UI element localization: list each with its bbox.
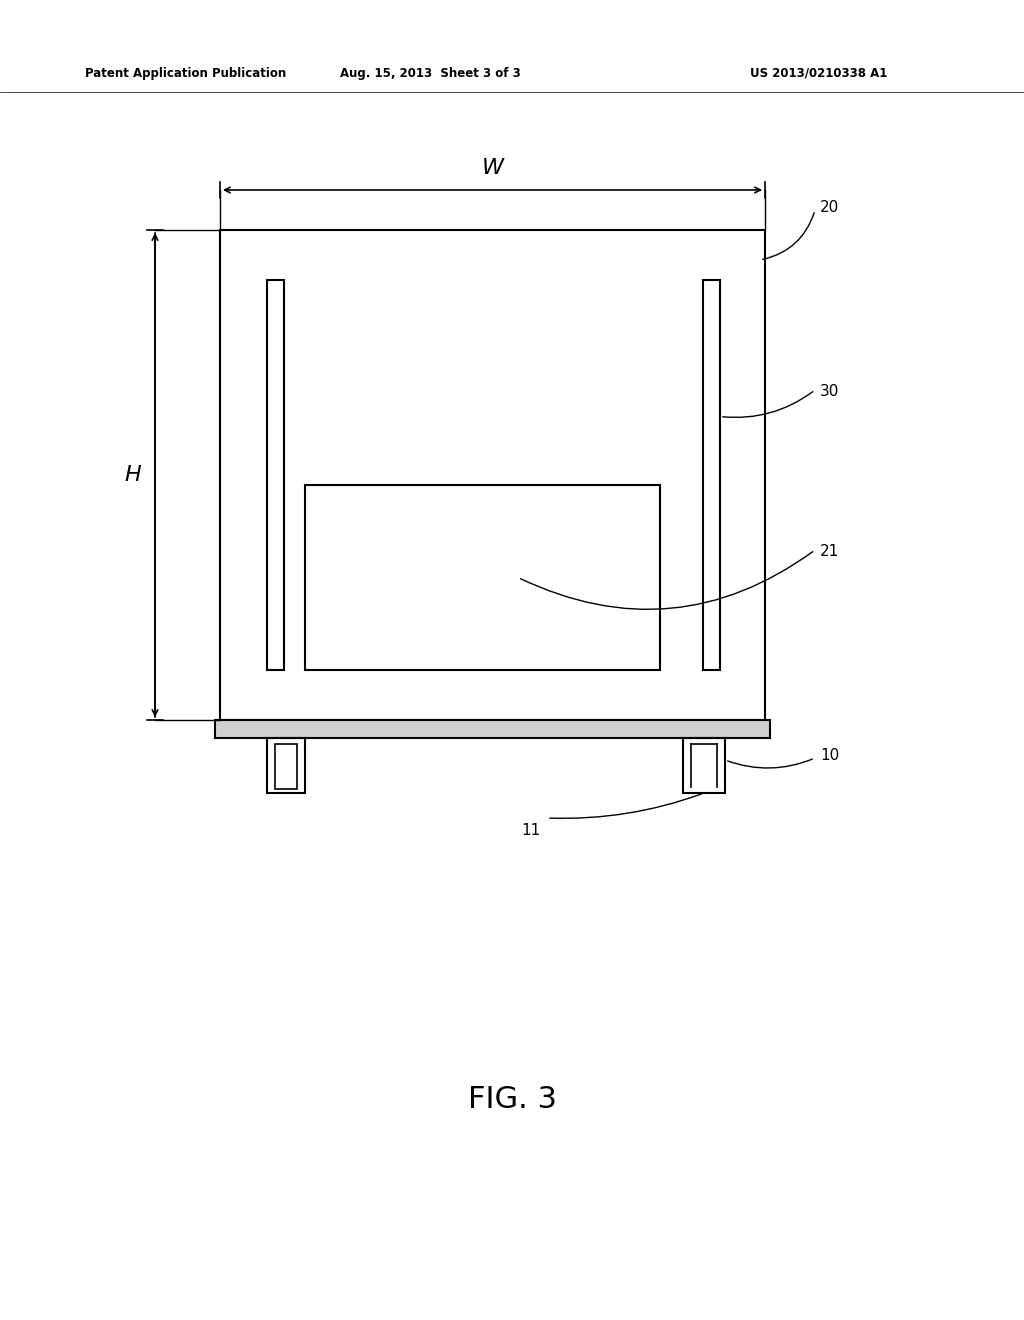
Bar (683, 738, 725, 793)
Bar (267, 280, 284, 671)
Bar (275, 744, 297, 789)
Text: Aug. 15, 2013  Sheet 3 of 3: Aug. 15, 2013 Sheet 3 of 3 (340, 66, 520, 79)
Text: 11: 11 (521, 822, 541, 838)
Bar (267, 738, 305, 793)
Text: Patent Application Publication: Patent Application Publication (85, 66, 287, 79)
Bar (305, 484, 660, 671)
Text: 10: 10 (820, 748, 840, 763)
Bar (703, 280, 720, 671)
Text: US 2013/0210338 A1: US 2013/0210338 A1 (750, 66, 888, 79)
Bar (215, 719, 770, 738)
Text: 30: 30 (820, 384, 840, 400)
Text: 20: 20 (820, 201, 840, 215)
Text: FIG. 3: FIG. 3 (468, 1085, 556, 1114)
Text: 21: 21 (820, 544, 840, 560)
Bar (220, 230, 765, 719)
Text: W: W (481, 158, 504, 178)
Text: H: H (125, 465, 141, 484)
